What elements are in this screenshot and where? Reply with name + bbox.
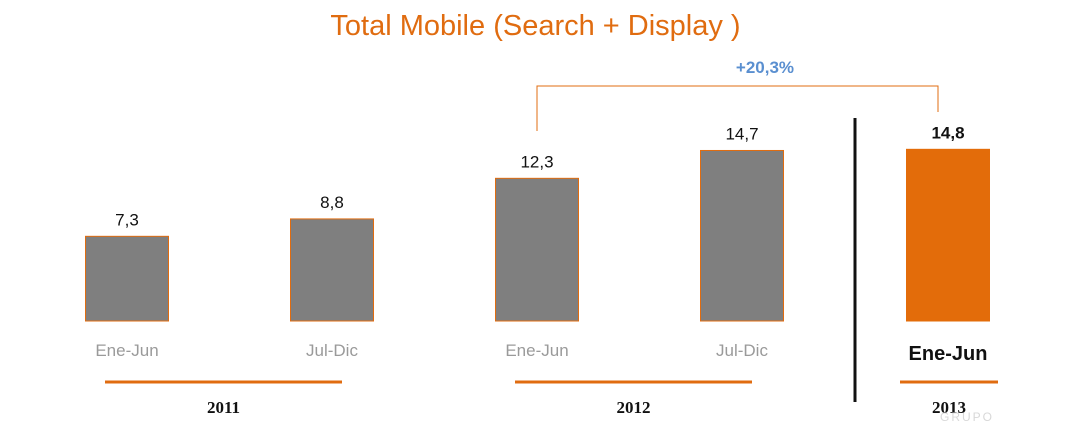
value-label-3: 12,3 [520, 152, 553, 171]
category-label-5: Ene-Jun [909, 343, 988, 365]
growth-annotation-label: +20,3% [735, 58, 795, 77]
value-label-4: 14,7 [725, 124, 758, 143]
bar-3 [495, 177, 579, 322]
category-label-4: Jul-Dic [716, 341, 768, 360]
category-label-2: Jul-Dic [306, 341, 358, 360]
group-label-2013: 2013 [932, 398, 966, 417]
group-label-2011: 2011 [207, 398, 240, 417]
bar-4 [700, 149, 784, 322]
value-label-2: 8,8 [320, 193, 344, 212]
category-label-1: Ene-Jun [95, 341, 158, 360]
growth-bracket [536, 85, 939, 131]
category-label-3: Ene-Jun [505, 341, 568, 360]
value-label-1: 7,3 [115, 210, 139, 229]
group-label-2012: 2012 [617, 398, 651, 417]
bar-2 [290, 218, 374, 322]
bar-1 [85, 235, 169, 322]
bar-5 [906, 148, 990, 322]
value-label-5: 14,8 [931, 123, 964, 142]
chart-title: Total Mobile (Search + Display ) [330, 10, 741, 42]
watermark-logo: GRUPO [940, 410, 995, 424]
